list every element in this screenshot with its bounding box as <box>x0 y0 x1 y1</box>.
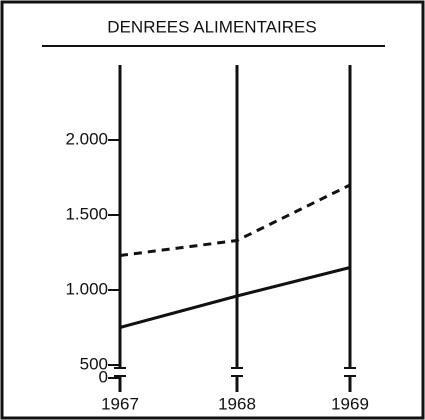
data-line <box>119 266 351 329</box>
y-tick-label: 1.000 <box>65 279 108 298</box>
y-tick-label: 1.500 <box>65 204 108 223</box>
x-tick-label: 1967 <box>101 394 139 413</box>
y-tick-label: 2.000 <box>65 129 108 148</box>
y-tick-label: 0 <box>99 367 108 386</box>
data-line <box>119 183 351 257</box>
x-tick-label: 1969 <box>331 394 369 413</box>
x-tick-label: 1968 <box>218 394 256 413</box>
y-tick-label: 500 <box>80 354 108 373</box>
chart-title: DENREES ALIMENTAIRES <box>107 17 316 36</box>
